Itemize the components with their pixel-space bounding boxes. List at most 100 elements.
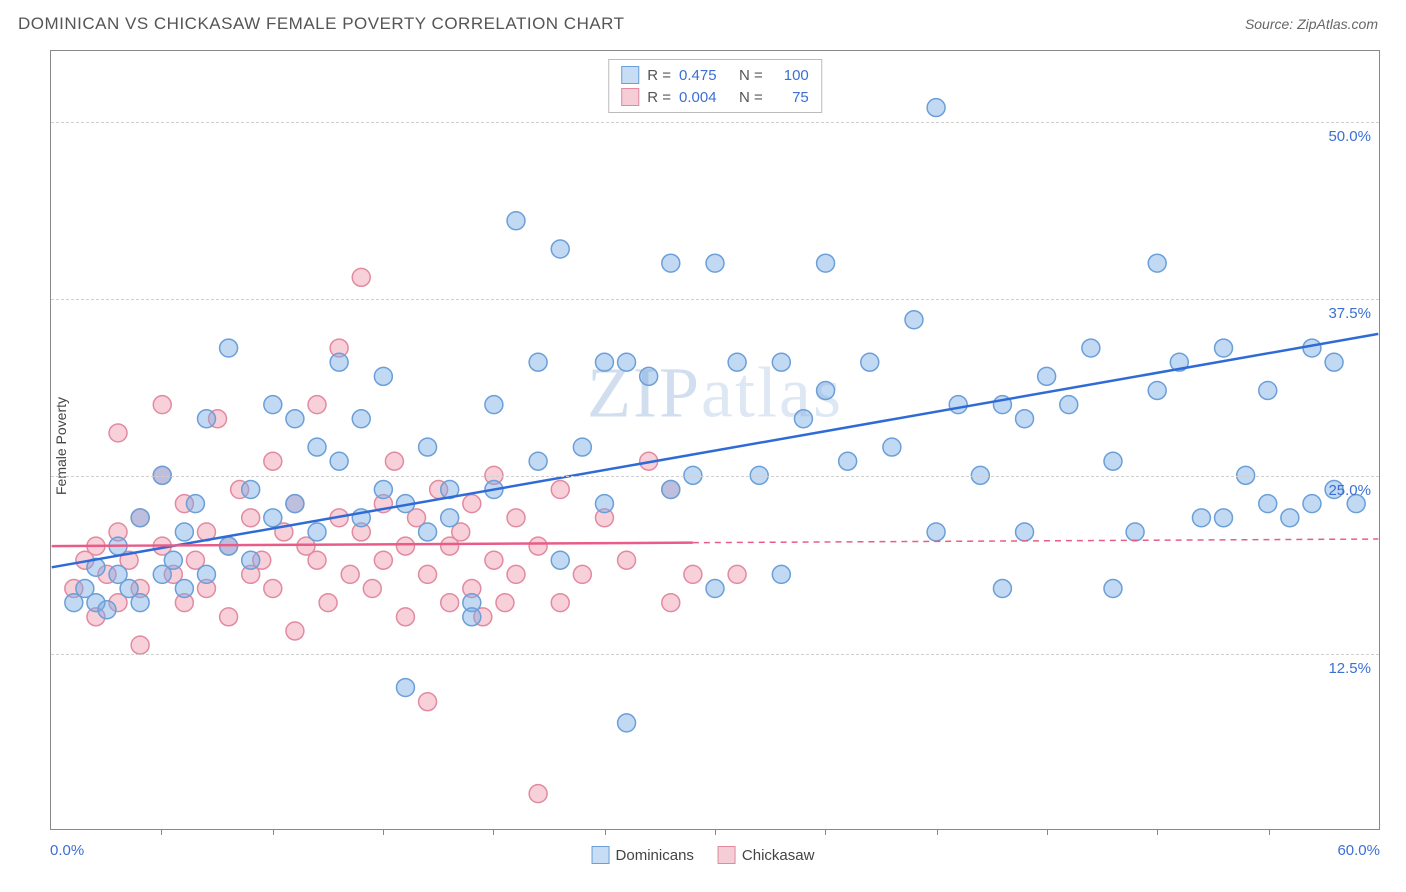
data-point bbox=[1237, 466, 1255, 484]
legend-r-value: 0.004 bbox=[679, 89, 731, 106]
chart-header: DOMINICAN VS CHICKASAW FEMALE POVERTY CO… bbox=[0, 0, 1406, 42]
data-point bbox=[175, 580, 193, 598]
data-point bbox=[330, 353, 348, 371]
data-point bbox=[374, 551, 392, 569]
data-point bbox=[662, 254, 680, 272]
data-point bbox=[1148, 382, 1166, 400]
data-point bbox=[839, 452, 857, 470]
legend-bottom-item: Dominicans bbox=[592, 846, 694, 864]
data-point bbox=[109, 424, 127, 442]
data-point bbox=[319, 594, 337, 612]
legend-series-label: Dominicans bbox=[616, 847, 694, 864]
data-point bbox=[728, 565, 746, 583]
correlation-legend: R =0.475N =100R =0.004N =75 bbox=[608, 59, 822, 113]
x-tick bbox=[273, 829, 274, 835]
data-point bbox=[441, 509, 459, 527]
data-point bbox=[220, 339, 238, 357]
regression-line bbox=[52, 334, 1379, 567]
data-point bbox=[485, 551, 503, 569]
data-point bbox=[131, 509, 149, 527]
y-tick-label: 12.5% bbox=[1328, 660, 1371, 677]
data-point bbox=[131, 594, 149, 612]
data-point bbox=[264, 396, 282, 414]
data-point bbox=[153, 466, 171, 484]
data-point bbox=[1126, 523, 1144, 541]
data-point bbox=[286, 410, 304, 428]
data-point bbox=[374, 481, 392, 499]
legend-swatch bbox=[621, 66, 639, 84]
data-point bbox=[949, 396, 967, 414]
data-point bbox=[419, 523, 437, 541]
data-point bbox=[1303, 495, 1321, 513]
data-point bbox=[507, 509, 525, 527]
data-point bbox=[971, 466, 989, 484]
legend-row: R =0.475N =100 bbox=[621, 64, 809, 86]
data-point bbox=[308, 396, 326, 414]
data-point bbox=[1281, 509, 1299, 527]
x-tick bbox=[715, 829, 716, 835]
data-point bbox=[595, 353, 613, 371]
scatter-svg bbox=[51, 51, 1379, 829]
data-point bbox=[772, 353, 790, 371]
data-point bbox=[1016, 410, 1034, 428]
data-point bbox=[618, 353, 636, 371]
data-point bbox=[551, 594, 569, 612]
data-point bbox=[529, 785, 547, 803]
data-point bbox=[640, 367, 658, 385]
data-point bbox=[374, 367, 392, 385]
x-tick bbox=[1269, 829, 1270, 835]
data-point bbox=[286, 495, 304, 513]
gridline bbox=[51, 299, 1379, 300]
data-point bbox=[551, 481, 569, 499]
regression-line bbox=[52, 543, 693, 546]
data-point bbox=[1082, 339, 1100, 357]
data-point bbox=[186, 495, 204, 513]
data-point bbox=[1148, 254, 1166, 272]
legend-series-label: Chickasaw bbox=[742, 847, 815, 864]
data-point bbox=[396, 608, 414, 626]
data-point bbox=[220, 608, 238, 626]
data-point bbox=[396, 679, 414, 697]
data-point bbox=[98, 601, 116, 619]
data-point bbox=[1192, 509, 1210, 527]
data-point bbox=[662, 481, 680, 499]
data-point bbox=[352, 268, 370, 286]
data-point bbox=[419, 438, 437, 456]
series-legend: Dominicans Chickasaw bbox=[592, 846, 815, 864]
data-point bbox=[308, 438, 326, 456]
data-point bbox=[419, 565, 437, 583]
data-point bbox=[485, 396, 503, 414]
data-point bbox=[861, 353, 879, 371]
data-point bbox=[1215, 339, 1233, 357]
data-point bbox=[242, 481, 260, 499]
data-point bbox=[308, 551, 326, 569]
x-tick bbox=[1157, 829, 1158, 835]
x-tick bbox=[825, 829, 826, 835]
source-prefix: Source: bbox=[1245, 16, 1297, 32]
chart-title: DOMINICAN VS CHICKASAW FEMALE POVERTY CO… bbox=[18, 14, 625, 34]
data-point bbox=[242, 551, 260, 569]
data-point bbox=[507, 565, 525, 583]
legend-n-value: 75 bbox=[771, 89, 809, 106]
x-min-label: 0.0% bbox=[50, 842, 84, 862]
data-point bbox=[993, 580, 1011, 598]
data-point bbox=[330, 452, 348, 470]
data-point bbox=[1325, 353, 1343, 371]
legend-r-value: 0.475 bbox=[679, 67, 731, 84]
data-point bbox=[794, 410, 812, 428]
gridline bbox=[51, 476, 1379, 477]
data-point bbox=[817, 254, 835, 272]
data-point bbox=[728, 353, 746, 371]
data-point bbox=[1104, 580, 1122, 598]
data-point bbox=[308, 523, 326, 541]
y-tick-label: 25.0% bbox=[1328, 482, 1371, 499]
data-point bbox=[164, 551, 182, 569]
x-tick bbox=[383, 829, 384, 835]
data-point bbox=[618, 714, 636, 732]
data-point bbox=[441, 594, 459, 612]
data-point bbox=[264, 452, 282, 470]
data-point bbox=[496, 594, 514, 612]
data-point bbox=[1038, 367, 1056, 385]
data-point bbox=[463, 608, 481, 626]
data-point bbox=[772, 565, 790, 583]
